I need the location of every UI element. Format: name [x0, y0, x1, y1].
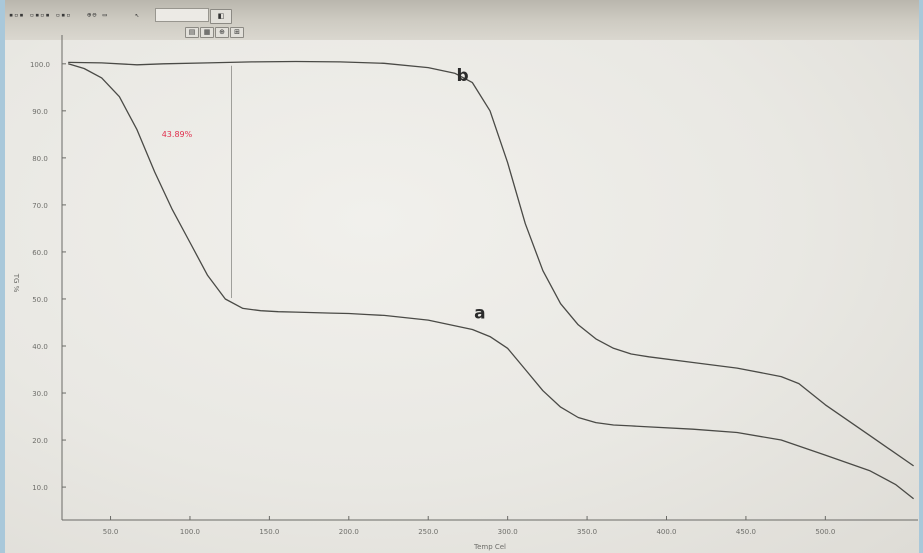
series-line-a	[68, 63, 915, 500]
x-tick-label: 350.0	[577, 528, 597, 536]
x-tick-label: 300.0	[498, 528, 518, 536]
toolbar-button-3[interactable]: ▦	[200, 27, 214, 38]
toolbar-button-5[interactable]: ⊞	[230, 27, 244, 38]
x-tick-label: 500.0	[815, 528, 835, 536]
series-label-a: a	[474, 304, 485, 324]
y-tick-label: 40.0	[32, 343, 48, 351]
y-tick-label: 80.0	[32, 155, 48, 163]
y-tick-label: 70.0	[32, 202, 48, 210]
y-tick-label: 60.0	[32, 249, 48, 257]
x-tick-label: 200.0	[339, 528, 359, 536]
y-tick-label: 90.0	[32, 108, 48, 116]
mass-loss-annotation: 43.89%	[162, 130, 193, 139]
x-axis-label: Temp Cel	[473, 543, 506, 551]
plot-area	[5, 40, 919, 553]
x-tick-label: 100.0	[180, 528, 200, 536]
toolbar-menu-icons[interactable]: ▪▫▪ ▫▪▫▪ ▫▪▫	[9, 11, 72, 19]
toolbar-input[interactable]	[155, 8, 209, 22]
y-tick-label: 10.0	[32, 484, 48, 492]
x-tick-label: 250.0	[418, 528, 438, 536]
y-axis-label: TG %	[12, 273, 20, 293]
x-tick-label: 150.0	[259, 528, 279, 536]
y-tick-label: 30.0	[32, 390, 48, 398]
x-tick-label: 450.0	[736, 528, 756, 536]
x-tick-label: 50.0	[103, 528, 119, 536]
toolbar-button-1[interactable]: ◧	[210, 9, 232, 24]
zoom-icon[interactable]: ⊕⊖ ▭	[87, 11, 108, 19]
x-tick-label: 400.0	[656, 528, 676, 536]
y-tick-label: 100.0	[30, 61, 50, 69]
y-tick-label: 50.0	[32, 296, 48, 304]
toolbar-button-2[interactable]: ▤	[185, 27, 199, 38]
series-line-b	[68, 60, 914, 467]
y-tick-label: 20.0	[32, 437, 48, 445]
cursor-icon[interactable]: ↖	[135, 11, 141, 19]
toolbar-button-4[interactable]: ⊕	[215, 27, 229, 38]
toolbar: ▪▫▪ ▫▪▫▪ ▫▪▫ ⊕⊖ ▭ ↖ ◧ ▤ ▦ ⊕ ⊞	[5, 0, 919, 41]
series-label-b: b	[456, 66, 468, 86]
